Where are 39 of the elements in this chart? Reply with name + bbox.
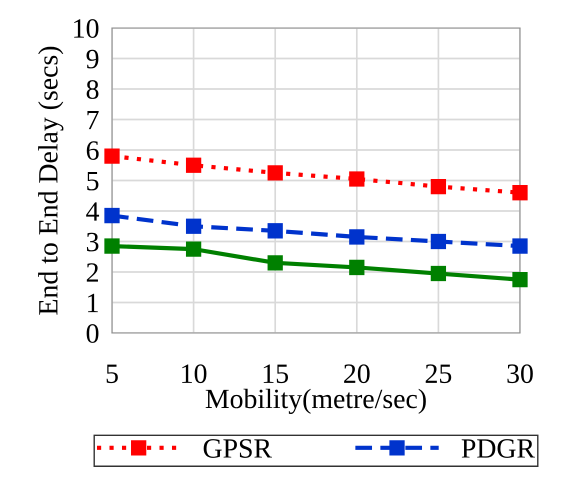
point [268, 165, 283, 181]
point [512, 185, 528, 200]
x-tick-label: 15 [264, 364, 288, 384]
y-tick-label: 5 [87, 172, 98, 190]
legend-label: PDGR [462, 439, 535, 458]
point [268, 223, 283, 238]
point [430, 266, 446, 282]
x-tick-label: 10 [182, 364, 206, 384]
y-tick-label: 0 [86, 324, 98, 343]
x-tick-label: 20 [344, 364, 370, 384]
point [512, 238, 528, 254]
y-tick-label: 1 [88, 294, 98, 312]
point [512, 272, 528, 288]
x-axis-title: Mobility(metre/sec) [206, 388, 426, 414]
point [104, 208, 120, 224]
y-tick-label: 9 [86, 50, 98, 68]
point [186, 158, 202, 173]
x-tick-label: 30 [507, 364, 533, 384]
point [349, 229, 364, 245]
point [104, 238, 120, 254]
point [186, 218, 202, 234]
y-tick-label: 2 [86, 263, 98, 282]
point [268, 255, 283, 270]
y-tick-label: 6 [86, 141, 99, 160]
point [430, 178, 446, 194]
y-axis-title: End to End Delay (secs) [38, 46, 64, 315]
x-tick-label: 5 [106, 364, 118, 384]
y-tick-label: 3 [86, 232, 98, 252]
y-tick-label: 10 [74, 19, 98, 38]
point [430, 234, 446, 250]
point [349, 171, 364, 187]
x-tick-label: 25 [426, 364, 452, 384]
y-tick-label: 4 [86, 202, 100, 221]
y-tick-label: 8 [86, 80, 98, 99]
legend-label: GPSR [204, 439, 272, 458]
point [104, 148, 120, 164]
point [349, 260, 364, 276]
y-tick-label: 7 [87, 110, 99, 130]
point [186, 241, 202, 257]
